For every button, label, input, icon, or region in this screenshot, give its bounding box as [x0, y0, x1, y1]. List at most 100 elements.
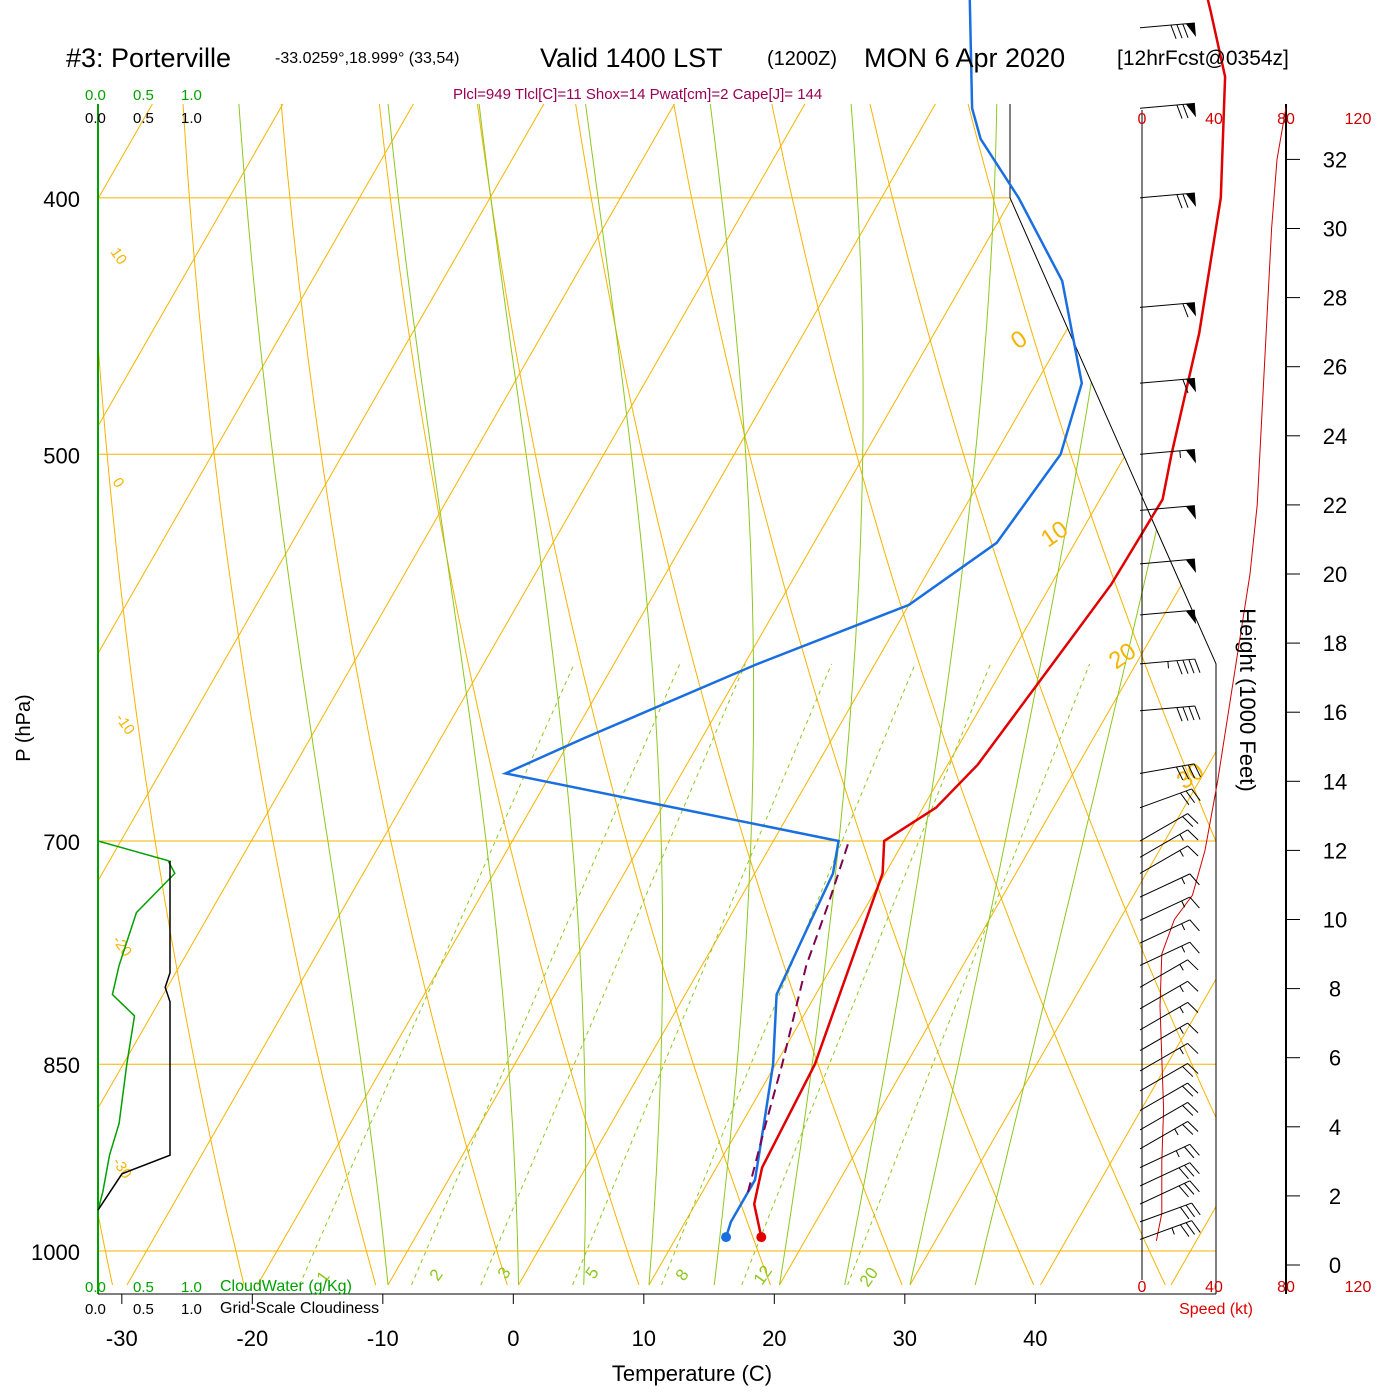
wind-barb-flag: [1193, 763, 1201, 778]
wind-barb-half: [1179, 964, 1184, 971]
wind-barb-flag: [1187, 829, 1199, 841]
wind-barb-flag: [1185, 1222, 1195, 1235]
mixing-ratio-line: [411, 663, 681, 1286]
wind-barb-flag: [1189, 941, 1200, 954]
wind-barb-staff: [1139, 845, 1188, 874]
moist-adiabat-line: [585, 104, 664, 1286]
speed-tick-label-top: 40: [1205, 111, 1223, 128]
wind-barb-staff: [1139, 505, 1195, 511]
wind-barb-flag: [1182, 379, 1189, 394]
wind-barb-flag: [1187, 959, 1199, 971]
wind-barb-half: [1179, 1047, 1184, 1055]
wind-barb-flag: [1187, 1022, 1199, 1034]
dry-adiabat-label: -30: [109, 1155, 135, 1183]
wind-barb-flag: [1182, 1066, 1194, 1077]
isotherm-line: [0, 0, 278, 1285]
wind-barb-half: [1171, 1227, 1175, 1235]
wind-barb: [1139, 192, 1197, 209]
wind-barb: [1139, 302, 1197, 318]
wind-barb-staff: [1139, 788, 1192, 809]
temperature-tick-label: -10: [367, 1326, 399, 1351]
dry-adiabat-line: [967, 104, 1216, 843]
wind-barb: [1139, 1120, 1199, 1150]
speed-tick-label-top: 120: [1345, 111, 1372, 128]
cl-tick-2: 1.0: [181, 110, 202, 127]
chart-title-station: #3: Porterville: [66, 43, 231, 73]
cloudiness-label: Grid-Scale Cloudiness: [220, 1300, 379, 1317]
wind-barb-flag: [1178, 1185, 1189, 1198]
dry-adiabat-label: 0: [109, 475, 128, 492]
wind-barb-pennant: [1185, 302, 1197, 317]
mixing-ratio-line: [480, 663, 746, 1286]
wind-barb: [1139, 1101, 1199, 1131]
wind-barb: [1139, 609, 1197, 625]
wind-barb: [1139, 919, 1200, 944]
chart-title-coords: -33.0259°,18.999° (33,54): [275, 50, 459, 67]
wind-barb-flag: [1180, 1224, 1190, 1237]
wind-barb-pennant: [1185, 378, 1197, 393]
wind-barb-flag: [1187, 1002, 1199, 1013]
height-axis-label: Height (1000 Feet): [1235, 608, 1260, 791]
wind-speed-profile: [1155, 107, 1287, 1241]
wind-barb-flag: [1182, 816, 1194, 828]
wind-barb-half: [1175, 1150, 1180, 1158]
cl-tick-bottom-2: 1.0: [181, 1301, 202, 1318]
wind-barb-staff: [1139, 941, 1191, 966]
wind-barb-staff: [1139, 102, 1195, 109]
wind-barb-pennant: [1185, 505, 1197, 520]
wind-barb-flag: [1175, 766, 1184, 781]
cloud-water-label: CloudWater (g/Kg): [220, 1278, 352, 1295]
indices-line: Plcl=949 Tlcl[C]=11 Shox=14 Pwat[cm]=2 C…: [453, 86, 822, 103]
isotherm-line: [98, 104, 675, 1110]
temperature-tick-label: 30: [893, 1326, 917, 1351]
wind-barb-flag: [1187, 1102, 1199, 1113]
dry-adiabat-label: 10: [107, 245, 130, 268]
wind-barb-half: [1179, 1027, 1184, 1034]
mixing-ratio-label: 12: [750, 1262, 776, 1288]
wind-barb-staff: [1139, 1162, 1191, 1187]
wind-barb-flag: [1189, 919, 1200, 932]
height-tick-label: 8: [1329, 977, 1341, 1002]
moist-adiabat-line: [779, 104, 864, 1286]
wind-barb-flag: [1185, 790, 1195, 804]
wind-panel: 0246810121416182022242628303200404080801…: [1138, 22, 1372, 1296]
wind-barb-flag: [1182, 23, 1189, 38]
wind-barb-flag: [1182, 104, 1189, 119]
wind-barb-flag: [1187, 845, 1199, 857]
y-axis-label: P (hPa): [13, 694, 35, 761]
speed-tick-label-bottom: 0: [1138, 1279, 1147, 1296]
wind-barb: [1139, 1143, 1200, 1169]
speed-tick-label-bottom: 80: [1277, 1279, 1295, 1296]
temperature-tick-label: -30: [106, 1326, 138, 1351]
wind-barb-pennant: [1185, 559, 1197, 573]
height-tick-label: 0: [1329, 1253, 1341, 1278]
height-tick-label: 12: [1323, 838, 1347, 863]
wind-barb-flag: [1182, 303, 1189, 318]
cl-tick-bottom-1: 0.5: [133, 1301, 154, 1318]
sounding-series: [97, 0, 1227, 1243]
wind-barb-flag: [1176, 24, 1183, 39]
wind-barb: [1139, 102, 1197, 119]
mixing-ratio-line: [572, 663, 833, 1286]
wind-barb-flag: [1187, 1043, 1199, 1054]
moist-adiabat-line: [238, 104, 389, 1286]
wind-barb-flag: [1187, 813, 1199, 825]
wind-barb: [1139, 763, 1201, 781]
moist-adiabat-label: 20: [1104, 637, 1141, 674]
wind-barb-half: [1181, 923, 1186, 931]
cloudiness-line: [97, 860, 171, 1211]
mixing-ratio-line: [299, 663, 575, 1286]
wind-barb-flag: [1188, 659, 1195, 674]
wind-barb-staff: [1139, 919, 1191, 944]
wind-barb-staff: [1139, 829, 1188, 858]
wind-barb: [1139, 1043, 1199, 1072]
wind-barb: [1139, 980, 1199, 1010]
wind-barb-flag: [1182, 193, 1189, 208]
grid-mask: [1010, 104, 1216, 1294]
wind-barb-staff: [1139, 192, 1195, 199]
height-tick-label: 24: [1323, 424, 1347, 449]
pressure-tick-label: 700: [43, 830, 80, 855]
wind-barb-half: [1179, 834, 1184, 841]
temperature-line: [752, 0, 1227, 1238]
